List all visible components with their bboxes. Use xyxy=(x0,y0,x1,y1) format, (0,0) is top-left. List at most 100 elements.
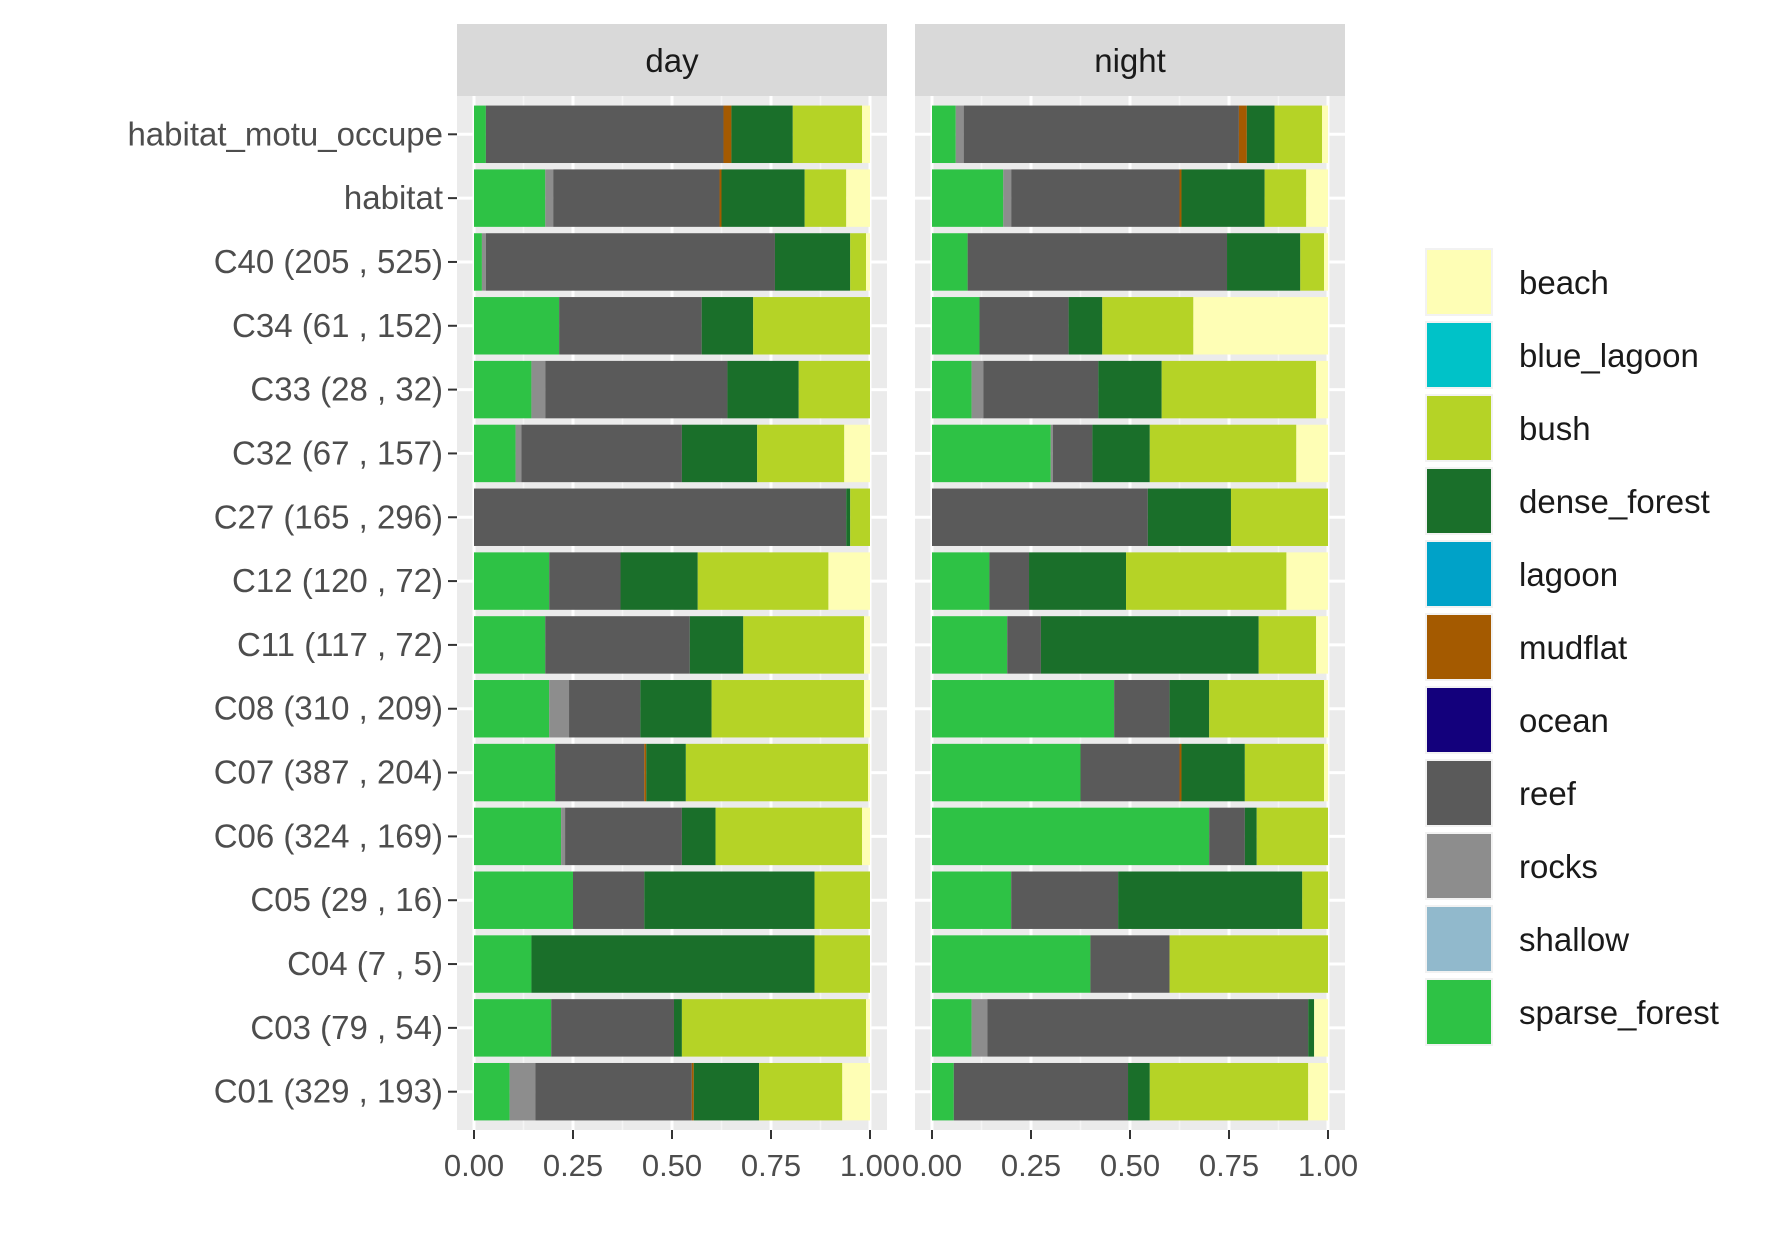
bar-segment-day-c08-310-209-bush xyxy=(711,680,865,738)
bar-segment-day-c12-120-72-dense-forest xyxy=(620,552,698,610)
bar-segment-night-c33-28-32-bush xyxy=(1161,360,1317,419)
bar-segment-day-habitat-motu-occupe-dense-forest xyxy=(731,105,793,164)
bar-segment-night-c32-67-157-reef xyxy=(1052,424,1093,483)
bar-segment-night-c06-324-169-sparse-forest xyxy=(932,807,1210,866)
bar-segment-day-c04-7-5-bush xyxy=(814,935,870,993)
bar-segment-night-c03-79-54-sparse-forest xyxy=(932,999,972,1057)
legend-swatch-ocean xyxy=(1427,688,1491,752)
legend-swatch-rocks xyxy=(1427,834,1491,898)
bar-segment-night-c27-165-296-reef xyxy=(932,488,1148,546)
bar-segment-day-c32-67-157-rocks xyxy=(515,424,522,483)
bar-segment-night-c34-61-152-reef xyxy=(979,297,1069,355)
y-tick-label-habitat-motu-occupe: habitat_motu_occupe xyxy=(127,115,443,152)
bar-segment-night-c07-387-204-mudflat xyxy=(1179,743,1182,802)
x-tick-label: 0.00 xyxy=(902,1148,962,1183)
bar-segment-night-c03-79-54-reef xyxy=(987,999,1309,1057)
bar-segment-night-c08-310-209-sparse-forest xyxy=(932,680,1115,738)
bar-segment-night-c40-205-525-beach xyxy=(1324,233,1328,291)
bar-segment-day-c06-324-169-rocks xyxy=(561,807,566,866)
bar-segment-night-c06-324-169-bush xyxy=(1256,807,1328,866)
bar-segment-day-c34-61-152-bush xyxy=(753,297,870,355)
bar-segment-night-c01-329-193-beach xyxy=(1308,1062,1328,1121)
y-tick-label-c12-120-72: C12 (120 , 72) xyxy=(232,562,443,599)
facet-label-night: night xyxy=(1094,42,1166,79)
bar-segment-night-c01-329-193-dense-forest xyxy=(1128,1062,1150,1121)
legend-label-ocean: ocean xyxy=(1519,702,1609,739)
bar-segment-day-habitat-motu-occupe-beach xyxy=(862,105,870,164)
bar-segment-night-c32-67-157-beach xyxy=(1296,424,1328,483)
bar-segment-night-c12-120-72-sparse-forest xyxy=(932,552,990,610)
bar-segment-day-c01-329-193-rocks xyxy=(509,1062,536,1121)
bar-segment-day-c01-329-193-dense-forest xyxy=(693,1062,760,1121)
bar-segment-night-c07-387-204-bush xyxy=(1244,743,1325,802)
bar-segment-day-c08-310-209-beach xyxy=(864,680,870,738)
bar-segment-day-c07-387-204-dense-forest xyxy=(646,743,686,802)
bar-segment-day-c03-79-54-reef xyxy=(551,999,674,1057)
bar-segment-night-c32-67-157-dense-forest xyxy=(1092,424,1150,483)
bar-segment-day-c06-324-169-bush xyxy=(715,807,863,866)
x-tick-label: 0.50 xyxy=(642,1148,702,1183)
bar-segment-day-c07-387-204-mudflat xyxy=(644,743,647,802)
legend-swatch-dense-forest xyxy=(1427,469,1491,533)
bar-segment-night-c11-117-72-dense-forest xyxy=(1040,616,1259,674)
bar-segment-day-habitat-motu-occupe-reef xyxy=(485,105,724,164)
x-tick-label: 1.00 xyxy=(1298,1148,1358,1183)
legend-label-lagoon: lagoon xyxy=(1519,556,1618,593)
bar-segment-night-c40-205-525-sparse-forest xyxy=(932,233,968,291)
bar-segment-night-habitat-motu-occupe-sparse-forest xyxy=(932,105,956,164)
bar-segment-day-c27-165-296-bush xyxy=(850,488,870,546)
x-tick-label: 0.00 xyxy=(444,1148,504,1183)
bar-segment-night-c06-324-169-reef xyxy=(1209,807,1245,866)
bar-segment-night-c07-387-204-reef xyxy=(1080,743,1180,802)
facet-strip-night xyxy=(915,24,1345,96)
bar-segment-night-c33-28-32-beach xyxy=(1316,360,1328,419)
bar-segment-night-c04-7-5-sparse-forest xyxy=(932,935,1091,993)
bar-segment-night-habitat-motu-occupe-beach xyxy=(1322,105,1328,164)
legend-swatch-lagoon xyxy=(1427,542,1491,606)
legend-label-dense-forest: dense_forest xyxy=(1519,483,1710,520)
bar-segment-day-c03-79-54-dense-forest xyxy=(673,999,682,1057)
legend-label-mudflat: mudflat xyxy=(1519,629,1627,666)
bar-segment-day-c06-324-169-reef xyxy=(565,807,682,866)
bar-segment-night-c01-329-193-sparse-forest xyxy=(932,1062,954,1121)
bar-segment-day-c32-67-157-sparse-forest xyxy=(474,424,516,483)
legend-swatch-bush xyxy=(1427,396,1491,460)
bar-segment-day-c12-120-72-bush xyxy=(697,552,829,610)
bar-segment-day-c01-329-193-bush xyxy=(759,1062,843,1121)
bar-segment-night-c33-28-32-rocks xyxy=(971,360,984,419)
bar-segment-night-c01-329-193-reef xyxy=(953,1062,1129,1121)
x-tick-label: 0.25 xyxy=(1001,1148,1061,1183)
bar-segment-day-habitat-sparse-forest xyxy=(474,169,546,227)
x-tick-label: 1.00 xyxy=(840,1148,900,1183)
bar-segment-day-c05-29-16-reef xyxy=(573,871,645,929)
bar-segment-day-c05-29-16-dense-forest xyxy=(644,871,815,929)
bar-segment-night-habitat-rocks xyxy=(1003,169,1012,227)
y-tick-label-c05-29-16: C05 (29 , 16) xyxy=(250,881,443,918)
bar-segment-night-c32-67-157-rocks xyxy=(1050,424,1053,483)
y-tick-label-c33-28-32: C33 (28 , 32) xyxy=(250,371,443,408)
bar-segment-night-habitat-motu-occupe-reef xyxy=(963,105,1239,164)
bar-segment-day-habitat-motu-occupe-mudflat xyxy=(723,105,732,164)
bar-segment-night-c40-205-525-reef xyxy=(967,233,1228,291)
bar-segment-day-c08-310-209-sparse-forest xyxy=(474,680,550,738)
bar-segment-day-c08-310-209-dense-forest xyxy=(640,680,712,738)
legend-label-rocks: rocks xyxy=(1519,848,1598,885)
y-tick-label-c32-67-157: C32 (67 , 157) xyxy=(232,434,443,471)
bar-segment-night-c27-165-296-bush xyxy=(1230,488,1328,546)
bar-segment-day-c40-205-525-sparse-forest xyxy=(474,233,482,291)
legend-label-beach: beach xyxy=(1519,264,1609,301)
bar-segment-day-c27-165-296-dense-forest xyxy=(846,488,851,546)
bar-segment-night-habitat-motu-occupe-bush xyxy=(1274,105,1323,164)
bar-segment-night-c12-120-72-reef xyxy=(989,552,1030,610)
legend-label-reef: reef xyxy=(1519,775,1577,812)
bar-segment-night-c05-29-16-dense-forest xyxy=(1118,871,1303,929)
bar-segment-day-c01-329-193-sparse-forest xyxy=(474,1062,510,1121)
bar-segment-night-c04-7-5-bush xyxy=(1169,935,1328,993)
bar-segment-day-c32-67-157-bush xyxy=(757,424,845,483)
bar-segment-night-habitat-dense-forest xyxy=(1181,169,1265,227)
bar-segment-night-c05-29-16-sparse-forest xyxy=(932,871,1012,929)
bar-segment-night-c34-61-152-bush xyxy=(1102,297,1194,355)
bar-segment-day-c08-310-209-reef xyxy=(569,680,641,738)
bar-segment-day-c40-205-525-bush xyxy=(850,233,867,291)
